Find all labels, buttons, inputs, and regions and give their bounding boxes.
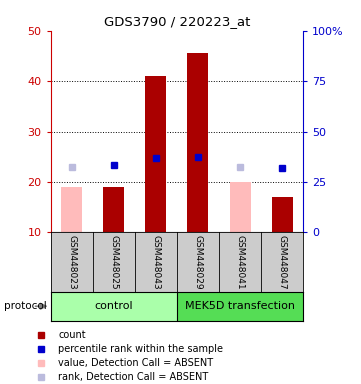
Bar: [271, 197, 293, 232]
Text: MEK5D transfection: MEK5D transfection: [185, 301, 295, 311]
Text: value, Detection Call = ABSENT: value, Detection Call = ABSENT: [58, 358, 214, 368]
Title: GDS3790 / 220223_at: GDS3790 / 220223_at: [104, 15, 250, 28]
Text: count: count: [58, 330, 86, 340]
Bar: [187, 53, 208, 232]
Text: control: control: [95, 301, 133, 311]
Bar: [177, 292, 303, 321]
Text: percentile rank within the sample: percentile rank within the sample: [58, 344, 223, 354]
Text: GSM448047: GSM448047: [278, 235, 287, 290]
Bar: [145, 76, 166, 232]
Text: GSM448023: GSM448023: [67, 235, 76, 290]
Text: GSM448043: GSM448043: [151, 235, 160, 290]
Text: GSM448041: GSM448041: [236, 235, 244, 290]
Bar: [61, 187, 82, 232]
Bar: [103, 187, 124, 232]
Text: GSM448029: GSM448029: [193, 235, 203, 290]
Bar: [51, 292, 177, 321]
Text: rank, Detection Call = ABSENT: rank, Detection Call = ABSENT: [58, 372, 209, 382]
Bar: [230, 182, 251, 232]
Text: GSM448025: GSM448025: [109, 235, 118, 290]
Text: protocol: protocol: [4, 301, 46, 311]
